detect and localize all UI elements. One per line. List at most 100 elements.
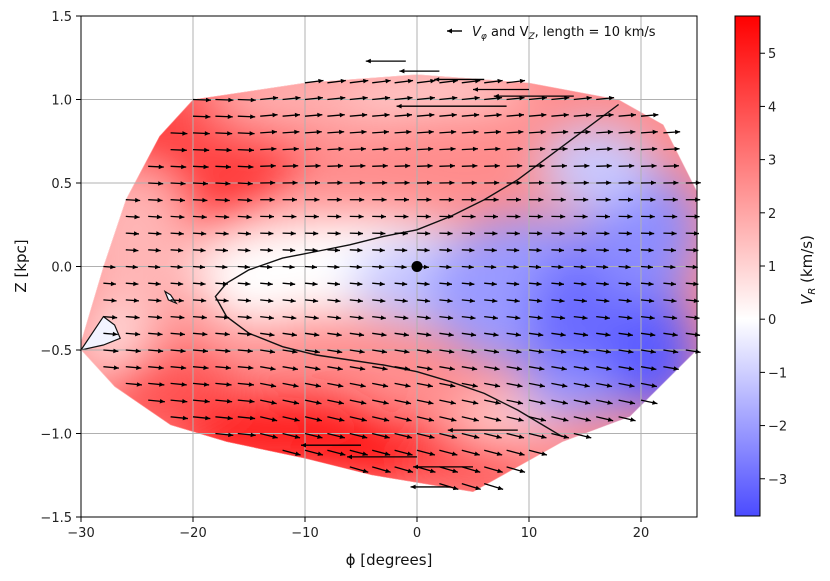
quiver-arrow	[596, 180, 612, 186]
quiver-arrow-head	[407, 468, 414, 473]
quiver-arrow-head	[514, 231, 520, 236]
quiver-arrow-head	[113, 365, 119, 370]
quiver-arrow	[573, 298, 587, 303]
quiver-arrow-head	[651, 383, 657, 388]
quiver-arrow-head	[226, 382, 232, 387]
quiver-arrow-head	[471, 366, 478, 371]
quiver-arrow-head	[472, 146, 478, 152]
quiver-arrow	[551, 129, 569, 135]
quiver-arrow	[461, 399, 479, 405]
quiver-arrow-head	[446, 281, 452, 287]
quiver-arrow	[439, 95, 458, 101]
quiver-arrow-head	[224, 331, 230, 337]
quiver-arrow-head	[652, 129, 658, 135]
quiver-arrow-head	[338, 383, 344, 388]
quiver-arrow	[416, 78, 436, 84]
quiver-arrow-head	[340, 78, 346, 84]
quiver-arrow-head	[581, 247, 587, 253]
quiver-arrow	[394, 366, 411, 371]
quiver-arrow	[148, 382, 165, 387]
quiver-arrow	[461, 112, 480, 118]
quiver-arrow	[349, 247, 363, 253]
quiver-arrow	[439, 112, 457, 118]
quiver-arrow-head	[245, 231, 251, 236]
quiver-arrow	[349, 112, 368, 118]
quiver-arrow	[551, 298, 565, 303]
quiver-arrow	[170, 281, 184, 287]
quiver-arrow-head	[205, 114, 211, 119]
quiver-arrow-head	[405, 163, 411, 169]
quiver-arrow-head	[316, 129, 322, 135]
quiver-arrow-head	[584, 163, 590, 169]
quiver-arrow-head	[178, 298, 184, 303]
quiver-arrow	[215, 164, 232, 170]
quiver-arrow-head	[582, 214, 588, 219]
quiver-arrow	[192, 331, 208, 337]
quiver-arrow-head	[496, 434, 502, 439]
quiver-arrow	[506, 349, 522, 354]
quiver-arrow	[528, 349, 544, 354]
quiver-arrow-head	[159, 382, 165, 387]
quiver-arrow-head	[469, 298, 475, 303]
quiver-arrow-head	[249, 399, 255, 404]
quiver-arrow	[394, 382, 411, 388]
quiver-arrow-head	[314, 197, 320, 202]
quiver-arrow	[148, 365, 164, 370]
quiver-arrow-head	[245, 281, 251, 287]
small-patch	[79, 315, 121, 351]
quiver-arrow	[148, 181, 164, 186]
x-tick-label: −20	[179, 526, 206, 541]
quiver-arrow-head	[384, 95, 391, 101]
quiver-arrow	[260, 399, 277, 405]
quiver-arrow	[596, 416, 614, 422]
quiver-arrow	[394, 298, 408, 303]
quiver-arrow	[596, 332, 611, 337]
quiver-arrow-head	[583, 180, 589, 186]
quiver-arrow-head	[607, 400, 613, 405]
quiver-arrow-head	[225, 365, 231, 370]
y-tick-label: 0.5	[51, 177, 72, 192]
quiver-arrow	[372, 399, 389, 405]
quiver-arrow-head	[179, 214, 185, 220]
quiver-arrow	[618, 382, 635, 388]
y-tick-label: −1.5	[40, 511, 72, 526]
quiver-arrow-head	[424, 281, 430, 287]
quiver-arrow	[372, 432, 390, 439]
quiver-arrow	[372, 264, 385, 270]
quiver-arrow	[215, 264, 228, 270]
quiver-arrow	[237, 264, 250, 270]
quiver-arrow-head	[536, 298, 543, 303]
quiver-arrow	[551, 197, 566, 202]
quiver-arrow-head	[648, 281, 654, 287]
quiver-arrow-head	[451, 451, 458, 456]
quiver-arrow-head	[514, 281, 520, 287]
quiver-arrow	[439, 129, 457, 135]
quiver-arrow	[573, 146, 591, 152]
quiver-arrow-head	[340, 95, 346, 101]
quiver-arrow-head	[584, 383, 590, 388]
quiver-arrow-head	[201, 315, 207, 320]
quiver-arrow-head	[111, 298, 117, 303]
quiver-arrow	[528, 416, 547, 422]
quiver-arrow	[461, 180, 477, 186]
quiver-arrow-head	[222, 281, 228, 287]
quiver-arrow	[528, 264, 542, 270]
quiver-arrow-head	[358, 315, 364, 320]
quiver-arrow-head	[110, 281, 116, 287]
colorbar-tick-label: 0	[768, 313, 776, 328]
quiver-arrow	[484, 180, 500, 186]
quiver-arrow-head	[425, 231, 431, 236]
quiver-arrow-head	[291, 315, 297, 320]
quiver-arrow	[640, 129, 658, 135]
quiver-arrow	[484, 78, 503, 84]
quiver-arrow-head	[449, 180, 455, 186]
quiver-arrow	[349, 264, 362, 270]
quiver-arrow-head	[607, 129, 613, 135]
quiver-arrow-head	[250, 97, 256, 103]
quiver-arrow	[416, 129, 434, 135]
quiver-arrow-head	[159, 399, 165, 404]
quiver-arrow	[327, 315, 342, 320]
quiver-arrow-head	[652, 146, 658, 152]
quiver-arrow	[304, 366, 321, 371]
quiver-arrow-head	[651, 163, 657, 169]
